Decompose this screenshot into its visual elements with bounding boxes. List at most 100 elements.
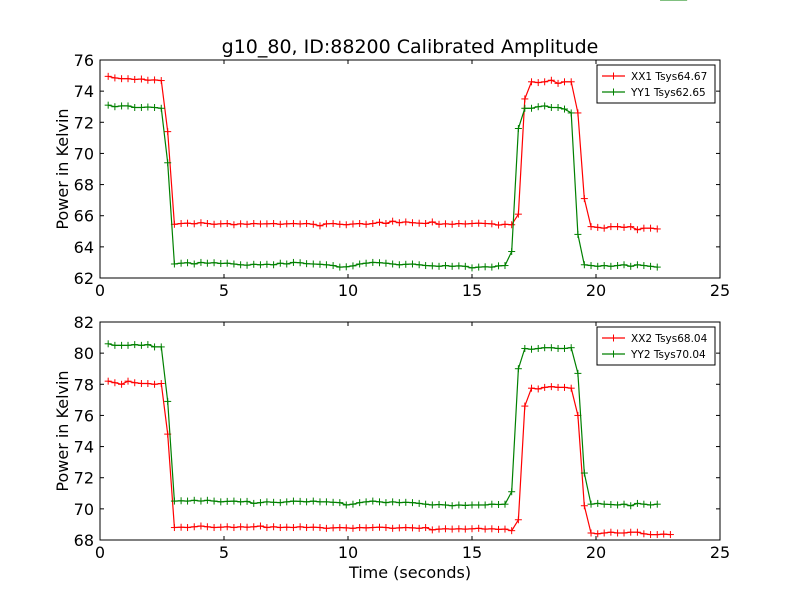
data-point-marker [203, 496, 211, 504]
data-point-marker [475, 263, 483, 271]
data-point-marker [362, 524, 370, 532]
data-point-marker [131, 379, 139, 387]
data-point-marker [223, 220, 231, 227]
data-point-marker [640, 224, 648, 232]
data-point-marker [349, 524, 357, 532]
data-point-marker [501, 525, 509, 533]
data-point-marker [587, 529, 595, 537]
data-point-marker [415, 219, 423, 227]
data-point-marker [336, 499, 344, 507]
data-point-marker [296, 220, 304, 228]
data-point-marker [402, 260, 410, 268]
data-point-marker [448, 262, 456, 270]
data-point-marker [184, 219, 192, 227]
data-point-marker [441, 525, 449, 533]
data-point-marker [303, 220, 311, 227]
data-point-marker [561, 78, 569, 86]
data-point-marker [118, 102, 126, 110]
data-point-marker [428, 218, 436, 226]
data-point-marker [322, 220, 330, 228]
y-tick-label: 76 [74, 51, 94, 70]
data-point-marker [190, 260, 198, 268]
data-point-marker [230, 524, 238, 532]
data-point-marker [111, 379, 119, 387]
data-point-marker [428, 262, 436, 270]
axes-frame [99, 59, 721, 279]
data-point-marker [534, 79, 542, 87]
data-point-marker [184, 259, 192, 267]
data-point-marker [382, 220, 390, 227]
data-point-marker [574, 230, 582, 238]
data-point-marker [111, 103, 119, 111]
data-point-marker [547, 344, 555, 352]
data-point-marker [283, 498, 291, 506]
data-point-marker [587, 500, 595, 508]
data-point-marker [203, 523, 211, 531]
data-point-marker [614, 501, 622, 509]
data-point-marker [190, 523, 198, 531]
data-point-marker [104, 72, 112, 80]
data-point-marker [514, 516, 522, 524]
data-point-marker [448, 525, 456, 533]
data-point-marker [554, 79, 562, 87]
data-point-marker [270, 220, 278, 227]
data-point-marker [131, 341, 139, 349]
data-point-marker [666, 531, 674, 539]
data-point-marker [614, 262, 622, 270]
data-point-marker [461, 220, 469, 228]
legend-box [596, 326, 716, 366]
data-point-marker [653, 500, 661, 508]
data-point-marker [633, 499, 641, 507]
data-point-marker [488, 500, 496, 508]
data-point-marker [594, 223, 602, 231]
y-tick-label: 70 [74, 144, 94, 163]
data-point-marker [276, 259, 284, 267]
data-point-marker [534, 103, 542, 111]
data-point-marker [580, 469, 588, 477]
data-point-marker [303, 524, 311, 532]
data-point-marker [184, 497, 192, 505]
data-point-marker [157, 380, 165, 388]
data-point-marker [574, 109, 582, 117]
data-point-marker [481, 501, 489, 509]
data-point-marker [349, 220, 357, 228]
data-point-marker [217, 498, 225, 506]
data-point-marker [342, 501, 350, 509]
data-point-marker [137, 75, 145, 83]
data-point-marker [296, 497, 304, 505]
data-point-marker [362, 498, 370, 506]
data-point-marker [455, 220, 463, 227]
data-point-marker [633, 226, 641, 234]
data-point-marker [653, 263, 661, 271]
data-point-marker [475, 524, 483, 532]
series-yy2 [104, 0, 688, 510]
y-tick-label: 78 [74, 375, 94, 394]
data-point-marker [342, 221, 350, 229]
data-point-marker [495, 525, 503, 533]
data-point-marker [574, 369, 582, 377]
data-point-marker [422, 524, 430, 532]
data-point-marker [541, 102, 549, 110]
data-point-marker [256, 522, 264, 530]
data-point-marker [210, 259, 218, 267]
data-point-marker [144, 341, 152, 349]
x-tick-label: 0 [95, 281, 105, 300]
data-point-marker [349, 500, 357, 508]
data-point-marker [508, 221, 516, 229]
data-point-marker [210, 497, 218, 505]
data-point-marker [528, 345, 536, 353]
x-tick-label: 5 [219, 543, 229, 562]
data-point-marker [190, 220, 198, 228]
data-point-marker [647, 531, 655, 539]
data-point-marker [508, 527, 516, 535]
data-point-marker [250, 523, 258, 531]
data-point-marker [422, 220, 430, 227]
data-point-marker [415, 261, 423, 269]
x-tick-label: 10 [338, 281, 358, 300]
data-point-marker [177, 523, 185, 531]
legend-entry: XX1 Tsys64.67 [602, 71, 707, 83]
data-point-marker [137, 380, 145, 388]
data-point-marker [580, 195, 588, 203]
data-point-marker [309, 497, 317, 505]
data-point-marker [157, 77, 165, 85]
